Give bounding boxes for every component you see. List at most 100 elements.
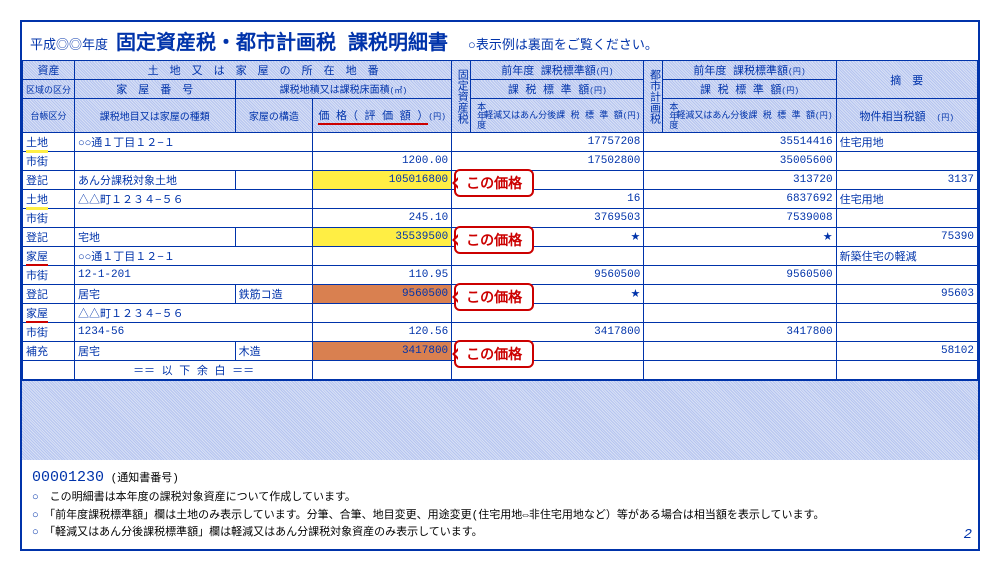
row-toshi <box>644 342 836 361</box>
row-structure: 鉄筋コ造 <box>235 285 313 304</box>
col-toshi: 都市計画税 <box>644 61 663 133</box>
row-kotei: ★この価格 <box>452 285 644 304</box>
row-structure <box>235 171 313 190</box>
row-text <box>75 152 313 171</box>
row-summary: 58102 <box>836 342 977 361</box>
row-value: 35539500 <box>313 228 452 247</box>
row-text: ○○通１丁目１２−１ <box>75 247 313 266</box>
col-daicho: 台帳区分 <box>23 99 75 133</box>
row-value: 1200.00 <box>313 152 452 171</box>
row-summary: 新築住宅の軽減 <box>836 247 977 266</box>
row-value: 245.10 <box>313 209 452 228</box>
row-summary <box>836 361 977 380</box>
row-summary: 3137 <box>836 171 977 190</box>
row-text <box>75 209 313 228</box>
row-label: 家屋 <box>23 247 75 266</box>
row-label: 家屋 <box>23 304 75 323</box>
table-row: 補充居宅木造3417800この価格58102 <box>23 342 978 361</box>
price-callout: この価格 <box>454 283 534 311</box>
footer: 00001230 (通知書番号) ○ この明細書は本年度の課税対象資産について作… <box>22 460 978 549</box>
col-kuiki: 区域の区分 <box>23 80 75 99</box>
table-row: 登記宅地35539500★この価格★75390 <box>23 228 978 247</box>
row-toshi: 35514416 <box>644 133 836 152</box>
row-text: △△町１２３４−５６ <box>75 304 313 323</box>
row-toshi: 6837692 <box>644 190 836 209</box>
header: 平成◎◎年度 固定資産税・都市計画税 課税明細書 ○表示例は裏面をご覧ください。 <box>22 22 978 60</box>
row-value <box>313 304 452 323</box>
page-number: 2 <box>964 524 972 546</box>
row-summary: 75390 <box>836 228 977 247</box>
row-value: 3417800 <box>313 342 452 361</box>
row-toshi <box>644 361 836 380</box>
row-toshi: 313720 <box>644 171 836 190</box>
row-structure: 木造 <box>235 342 313 361</box>
row-value: 110.95 <box>313 266 452 285</box>
row-kotei: 9560500 <box>452 266 644 285</box>
row-summary <box>836 323 977 342</box>
row-toshi <box>644 285 836 304</box>
price-callout: この価格 <box>454 226 534 254</box>
row-value <box>313 361 452 380</box>
footer-note-1: ○ この明細書は本年度の課税対象資産について作成しています。 <box>32 492 356 504</box>
col-soutou: 物件相当税額 (円) <box>836 99 977 133</box>
row-toshi: ★ <box>644 228 836 247</box>
row-value <box>313 247 452 266</box>
col-shisan: 資産 <box>23 61 75 80</box>
row-label: 市街 <box>23 209 75 228</box>
blank-hatched-area <box>22 380 978 460</box>
row-toshi: 3417800 <box>644 323 836 342</box>
col-kouzou: 家屋の構造 <box>235 99 313 133</box>
table-row: 市街1234-56120.5634178003417800 <box>23 323 978 342</box>
row-text: ＝＝ 以 下 余 白 ＝＝ <box>75 361 313 380</box>
row-value: 120.56 <box>313 323 452 342</box>
document-number: 00001230 <box>32 469 104 486</box>
tax-statement-document: 平成◎◎年度 固定資産税・都市計画税 課税明細書 ○表示例は裏面をご覧ください。… <box>20 20 980 551</box>
row-value <box>313 133 452 152</box>
row-toshi <box>644 304 836 323</box>
row-toshi: 9560500 <box>644 266 836 285</box>
col-chimoku: 課税地目又は家屋の種類 <box>75 99 236 133</box>
col-hon1: 課 税 標 準 額(円) <box>471 80 644 99</box>
row-kotei: 17502800 <box>452 152 644 171</box>
row-label: 登記 <box>23 171 75 190</box>
row-text: 1234-56 <box>75 323 313 342</box>
table-row: 市街1200.001750280035005600 <box>23 152 978 171</box>
row-label: 登記 <box>23 228 75 247</box>
row-label: 土地 <box>23 133 75 152</box>
era-year: 平成◎◎年度 <box>30 34 108 53</box>
row-kotei: 3417800 <box>452 323 644 342</box>
row-summary <box>836 266 977 285</box>
row-summary <box>836 209 977 228</box>
row-summary: 住宅用地 <box>836 190 977 209</box>
price-callout: この価格 <box>454 169 534 197</box>
row-summary: 95603 <box>836 285 977 304</box>
docnum-label: (通知書番号) <box>111 473 179 485</box>
row-text: △△町１２３４−５６ <box>75 190 313 209</box>
row-summary <box>836 152 977 171</box>
row-kotei: 17757208 <box>452 133 644 152</box>
row-label: 補充 <box>23 342 75 361</box>
row-summary <box>836 304 977 323</box>
col-kotei: 固定資産税 <box>452 61 471 133</box>
row-kotei: 3769503 <box>452 209 644 228</box>
table-row: 市街 245.1037695037539008 <box>23 209 978 228</box>
footer-note-3: ○ 「軽減又はあん分後課税標準額」欄は軽減又はあん分課税対象資産のみ表示していま… <box>32 527 483 539</box>
row-value: 9560500 <box>313 285 452 304</box>
col-zen2: 前年度 課税標準額(円) <box>663 61 836 80</box>
row-toshi: 7539008 <box>644 209 836 228</box>
row-value <box>313 190 452 209</box>
row-label: 登記 <box>23 285 75 304</box>
col-addr: 土 地 又 は 家 屋 の 所 在 地 番 <box>75 61 452 80</box>
row-label: 土地 <box>23 190 75 209</box>
row-label: 市街 <box>23 266 75 285</box>
row-summary: 住宅用地 <box>836 133 977 152</box>
col-keigen2: 本年度軽減又はあん分後課 税 標 準 額(円) <box>663 99 836 133</box>
col-kakaku: 価 格（ 評 価 額 ）(円) <box>313 99 452 133</box>
row-text: 居宅 <box>75 285 236 304</box>
col-menseki: 課税地積又は課税床面積(㎡) <box>235 80 452 99</box>
table-row: 土地○○通１丁目１２−１1775720835514416住宅用地 <box>23 133 978 152</box>
row-kotei: この価格 <box>452 342 644 361</box>
price-callout: この価格 <box>454 340 534 368</box>
table-row: 登記居宅鉄筋コ造9560500★この価格 95603 <box>23 285 978 304</box>
row-text: 宅地 <box>75 228 236 247</box>
